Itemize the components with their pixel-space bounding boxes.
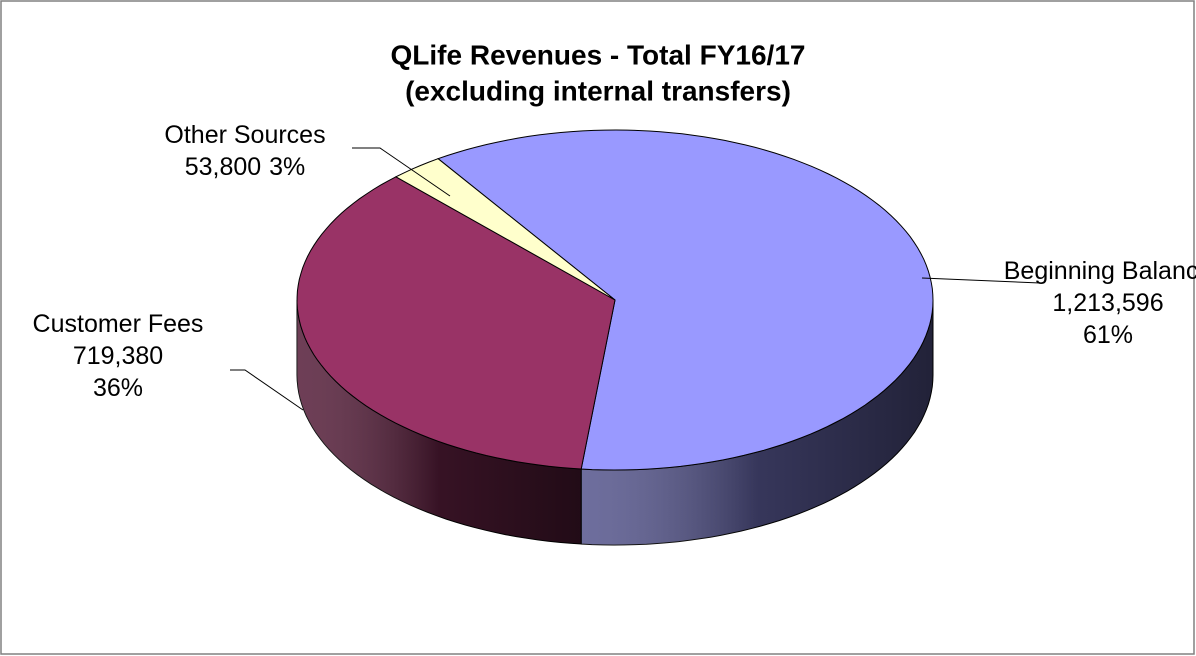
slice [437, 129, 934, 471]
leader-line [230, 369, 304, 411]
data-label-line: Beginning Balance [1004, 257, 1196, 285]
data-label: Customer Fees 719,380 36% [33, 310, 204, 402]
data-label-part: Customer Fees [33, 310, 204, 338]
slice [296, 176, 616, 470]
chart-title: QLife Revenues - Total FY16/17 [391, 39, 806, 70]
data-label-line: 719,380 [73, 342, 163, 370]
data-label-part: Other Sources [164, 121, 325, 149]
data-label: Other Sources 53,800 3% [164, 121, 325, 181]
pie [296, 129, 934, 546]
data-label-line: Customer Fees [33, 310, 204, 338]
data-label-part: Beginning Balance [1004, 257, 1196, 285]
data-label-part: 53,800 [185, 153, 261, 181]
data-label-line: Other Sources [164, 121, 325, 149]
data-label-line: 53,800 3% [185, 153, 306, 181]
slice [394, 158, 616, 301]
slice-side-shade [581, 300, 933, 545]
data-label: Beginning Balance 1,213,596 61% [1004, 257, 1196, 349]
data-label-part: 1,213,596 [1052, 289, 1163, 317]
data-label-part: 3% [269, 153, 305, 181]
slice-side-shade [297, 300, 582, 544]
data-label-line: 1,213,596 [1052, 289, 1163, 317]
labels: Beginning Balance 1,213,596 61% Customer Fe… [33, 121, 1196, 411]
data-label-part: 719,380 [73, 342, 163, 370]
chart-subtitle: (excluding internal transfers) [405, 75, 791, 106]
leader-line [352, 147, 451, 197]
data-label-line: 61% [1083, 321, 1133, 349]
data-label-line: 36% [93, 374, 143, 402]
data-label-part: 36% [93, 374, 143, 402]
data-label-part: 61% [1083, 321, 1133, 349]
leader-line [921, 277, 1041, 284]
